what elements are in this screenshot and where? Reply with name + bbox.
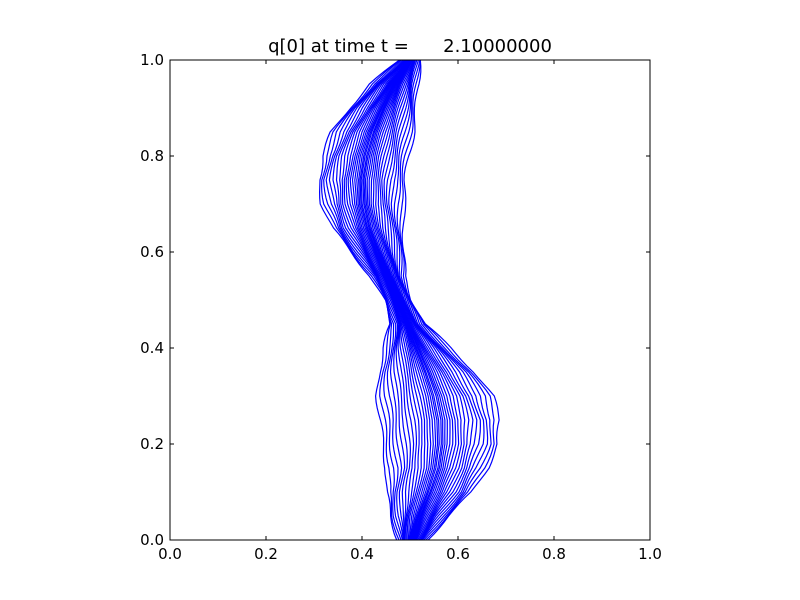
contour-line: [399, 60, 495, 540]
y-tick-label: 0.8: [140, 147, 164, 165]
y-tick-label: 0.4: [140, 339, 164, 357]
contour-line: [357, 60, 437, 540]
x-tick-label: 0.8: [542, 545, 566, 563]
contour-line: [364, 60, 446, 540]
y-tick-label: 0.6: [140, 243, 164, 261]
y-tick-label: 0.2: [140, 435, 164, 453]
contour-line: [356, 60, 434, 540]
x-tick-label: 1.0: [638, 545, 662, 563]
contour-line: [401, 60, 500, 540]
contour-line: [366, 60, 448, 540]
x-tick-label: 0.2: [254, 545, 278, 563]
contour-line: [335, 60, 408, 540]
y-axis-tick-labels: 0.0 0.2 0.4 0.6 0.8 1.0: [140, 51, 164, 549]
contour-line: [381, 60, 470, 540]
contour-line: [339, 60, 412, 540]
contour-line: [388, 60, 482, 540]
contour-line: [343, 60, 417, 540]
y-tick-label: 0.0: [140, 531, 164, 549]
contour-line: [379, 60, 466, 540]
x-axis-tick-labels: 0.0 0.2 0.4 0.6 0.8 1.0: [158, 545, 662, 563]
contour-line: [354, 60, 432, 540]
x-tick-label: 0.4: [350, 545, 374, 563]
contour-lines: [318, 60, 500, 540]
contour-line: [368, 60, 451, 540]
x-tick-label: 0.6: [446, 545, 470, 563]
contour-line: [385, 60, 478, 540]
contour-line: [318, 60, 401, 540]
contour-line: [320, 60, 400, 540]
plot-frame: [169, 59, 651, 541]
contour-line: [341, 60, 415, 540]
contour-line: [332, 60, 406, 540]
contour-line: [383, 60, 474, 540]
x-tick-label: 0.0: [158, 545, 182, 563]
chart-title: q[0] at time t = 2.10000000: [268, 36, 552, 57]
y-tick-label: 1.0: [140, 51, 164, 69]
